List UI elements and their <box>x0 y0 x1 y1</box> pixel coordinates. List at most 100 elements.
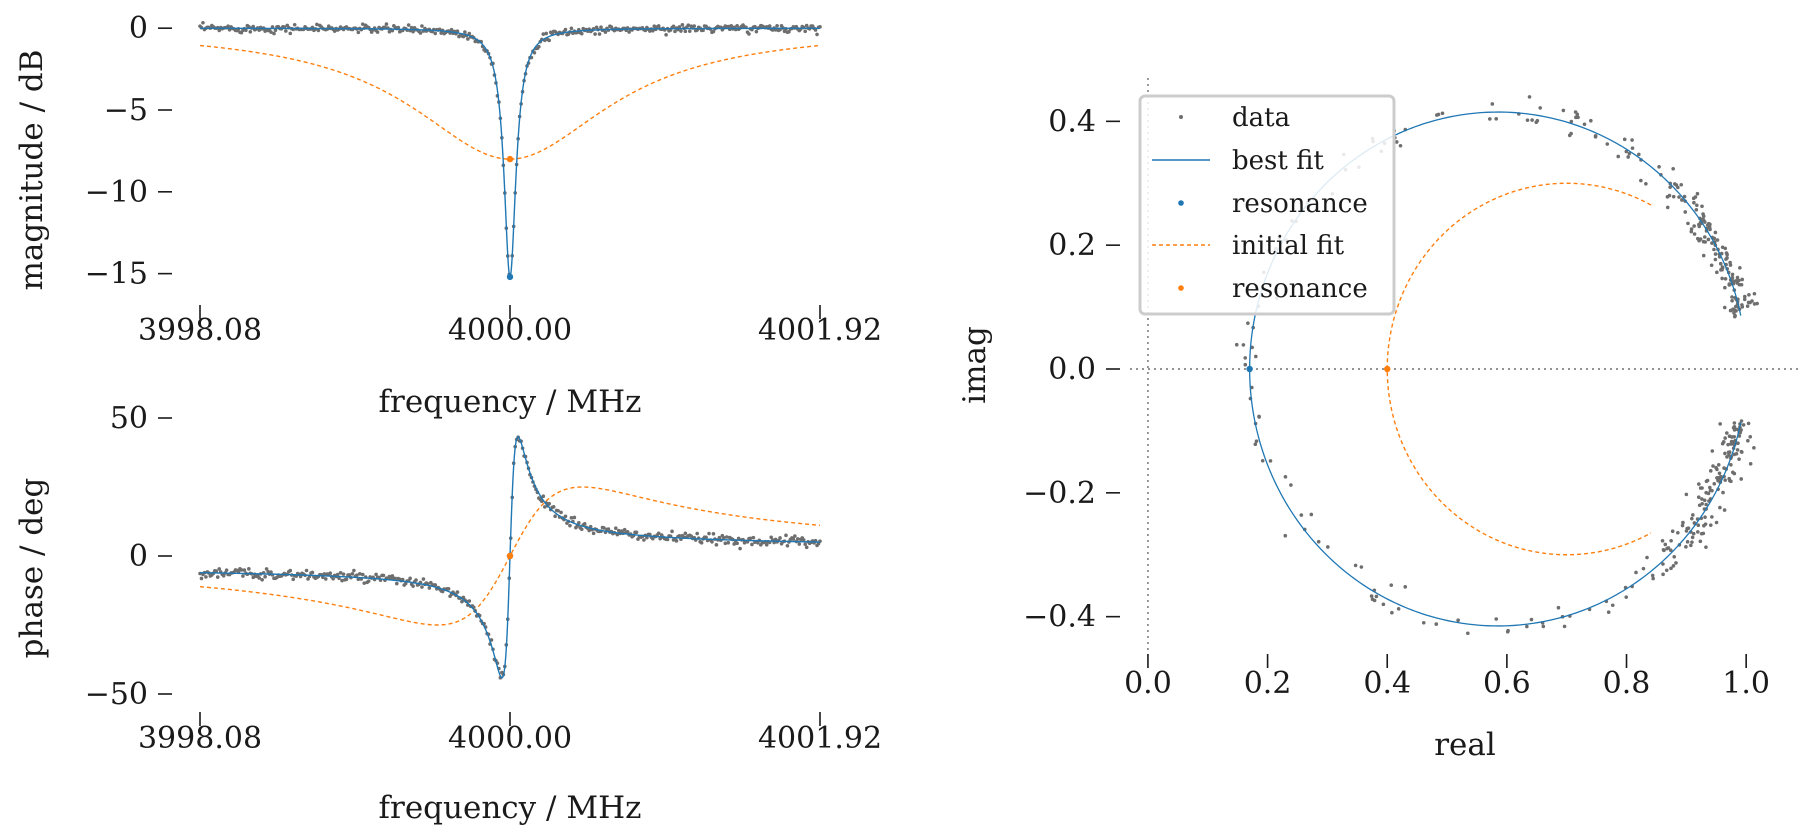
magnitude-data-point <box>680 23 685 27</box>
phase-data-point <box>569 516 574 520</box>
complex-data-point <box>1697 222 1701 227</box>
complex-ytick-label-2: 0.0 <box>1048 352 1096 387</box>
complex-data-point <box>1624 595 1629 599</box>
complex-data <box>1234 95 1759 636</box>
complex-data-point <box>1394 140 1399 144</box>
phase-data-point <box>236 569 241 574</box>
complex-data-point <box>1697 503 1702 508</box>
magnitude-data-point <box>420 24 424 28</box>
magnitude-data-point <box>541 32 546 36</box>
phase-data-point <box>374 572 378 577</box>
magnitude-ytick-label-2: −10 <box>85 175 148 210</box>
phase-data-point <box>670 529 674 534</box>
phase-data-point <box>591 531 596 536</box>
complex-data-point <box>1717 471 1722 476</box>
complex-data-point <box>1710 515 1714 519</box>
complex-data-point <box>1525 118 1530 122</box>
phase-data-point <box>263 574 267 579</box>
magnitude-data-point <box>754 29 759 34</box>
complex-data-point <box>1665 546 1669 551</box>
phase-data-point <box>360 572 365 577</box>
complex-data-point <box>1716 475 1721 480</box>
complex-data-point <box>1253 354 1258 359</box>
phase-data-point <box>242 568 247 572</box>
magnitude-data-point <box>288 31 293 36</box>
complex-data-point <box>1738 266 1742 270</box>
complex-data-point <box>1389 583 1394 587</box>
complex-data-point <box>1671 166 1675 171</box>
phase-data-point <box>568 523 572 528</box>
phase-data-point <box>366 579 371 583</box>
phase-data-point <box>352 568 356 573</box>
complex-data-point <box>1748 462 1753 466</box>
magnitude-data-point <box>467 31 472 36</box>
complex-data-point <box>1703 220 1707 224</box>
complex-data-point <box>1683 210 1688 214</box>
complex-data-point <box>1670 529 1675 534</box>
complex-data-point <box>1707 225 1712 230</box>
phase-data-point <box>328 571 333 575</box>
phase-data-point <box>427 586 432 590</box>
legend-label-initial-fit: initial fit <box>1232 231 1345 261</box>
complex-data-point <box>1720 245 1725 250</box>
phase-data-point <box>577 520 581 525</box>
magnitude-data-point <box>664 33 668 37</box>
complex-data-point <box>1690 540 1694 544</box>
complex-data-point <box>1680 198 1684 202</box>
complex-data-point <box>1731 425 1736 430</box>
complex-data-point <box>1701 253 1706 258</box>
complex-data-point <box>1684 545 1688 549</box>
complex-data-point <box>1663 542 1668 547</box>
complex-data-point <box>1716 463 1721 467</box>
phase-data-point <box>804 545 809 550</box>
complex-data-point <box>1573 110 1578 114</box>
complex-data-point <box>1556 605 1561 610</box>
complex-data-point <box>1746 438 1750 443</box>
magnitude-data-point <box>433 31 438 36</box>
complex-xtick-label-4: 0.8 <box>1603 666 1651 701</box>
phase-data-point <box>356 577 361 582</box>
magnitude-chart: 3998.08 4000.00 4001.92 0 −5 −10 −15 frequency… <box>14 11 882 420</box>
phase-data-point <box>699 541 704 545</box>
phase-data-point <box>344 577 349 582</box>
complex-data-point <box>1710 488 1714 493</box>
phase-data-point <box>751 535 756 540</box>
magnitude-best-fit-line <box>200 27 820 278</box>
phase-data-point <box>341 572 346 576</box>
complex-data-point <box>1727 434 1732 439</box>
phase-data-point <box>310 570 315 575</box>
complex-data-point <box>1637 152 1641 157</box>
complex-plane-chart: 0.0 0.2 0.4 0.6 0.8 1.0 0.4 0.2 0.0 −0.2 −0.4 real… <box>957 78 1800 763</box>
complex-data-point <box>1527 95 1532 99</box>
complex-data-point <box>1644 182 1648 186</box>
complex-data-point <box>1466 631 1470 636</box>
magnitude-data-point <box>692 24 697 28</box>
phase-data-point <box>362 581 367 585</box>
complex-data-point <box>1697 238 1701 243</box>
complex-data-point <box>1686 221 1690 226</box>
complex-xtick-label-0: 0.0 <box>1124 666 1172 701</box>
complex-data-point <box>1703 515 1707 519</box>
magnitude-data-point <box>226 24 230 28</box>
phase-data-point <box>748 536 753 541</box>
magnitude-data-point <box>532 50 537 55</box>
complex-data-point <box>1722 305 1727 310</box>
complex-data-point <box>1712 482 1717 486</box>
complex-data-point <box>1390 610 1394 615</box>
complex-data-point <box>1700 204 1704 209</box>
phase-data-point <box>622 527 627 532</box>
phase-data-point <box>732 542 736 546</box>
magnitude-data-point <box>650 28 655 33</box>
complex-data-point <box>1610 603 1615 608</box>
complex-data-point <box>1691 531 1696 536</box>
phase-data-point <box>711 532 716 536</box>
complex-data-point <box>1250 345 1254 350</box>
complex-data-point <box>1260 458 1265 463</box>
magnitude-resonance-point-1 <box>506 155 514 163</box>
phase-data-point <box>704 535 708 540</box>
complex-data-point <box>1309 512 1314 517</box>
complex-data-point <box>1713 257 1718 262</box>
legend-label-data: data <box>1232 103 1290 133</box>
complex-data-point <box>1740 277 1745 282</box>
complex-data-point <box>1746 421 1751 426</box>
